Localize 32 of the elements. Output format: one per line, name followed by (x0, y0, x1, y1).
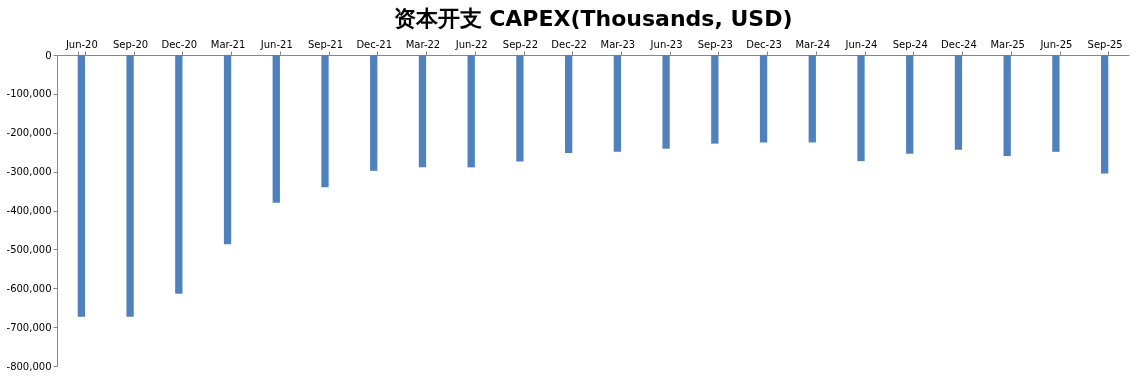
y-tick-label: -100,000 (6, 88, 52, 100)
x-tick-label: Jun-23 (649, 38, 683, 50)
x-tick-label: Sep-21 (307, 38, 344, 50)
y-tick-label: -700,000 (6, 321, 52, 333)
x-tick-label: Sep-22 (502, 38, 538, 50)
x-tick-label: Sep-25 (1087, 38, 1123, 50)
x-tick-label: Dec-20 (161, 38, 198, 50)
y-tick-label: -500,000 (6, 243, 52, 255)
x-tick-label: Mar-22 (405, 38, 441, 50)
x-tick-label: Jun-25 (1039, 38, 1073, 50)
x-tick-label: Jun-20 (64, 38, 98, 50)
chart-title: 资本开支 CAPEX(Thousands, USD) (393, 6, 793, 31)
x-tick-label: Jun-21 (259, 38, 293, 50)
x-tick-label: Jun-24 (844, 38, 878, 50)
x-tick-label: Mar-25 (990, 38, 1025, 50)
y-tick-label: -400,000 (6, 205, 52, 216)
x-tick-label: Sep-24 (892, 38, 928, 50)
y-tick-label: -800,000 (6, 360, 52, 372)
y-tick-label: 0 (45, 49, 52, 61)
y-tick-label: -600,000 (6, 282, 52, 294)
x-tick-label: Dec-21 (356, 38, 393, 50)
x-tick-label: Dec-22 (551, 38, 587, 50)
x-tick-label: Mar-23 (600, 38, 636, 50)
y-tick-label: -300,000 (6, 166, 52, 178)
x-tick-label: Dec-24 (941, 38, 977, 50)
x-tick-label: Mar-24 (795, 38, 831, 50)
x-tick-label: Dec-23 (746, 38, 782, 50)
x-tick-label: Sep-23 (697, 38, 733, 50)
x-tick-label: Jun-22 (454, 38, 488, 50)
x-tick-label: Sep-20 (113, 38, 149, 50)
x-tick-label: Mar-21 (210, 38, 246, 50)
y-tick-label: -200,000 (6, 127, 52, 139)
